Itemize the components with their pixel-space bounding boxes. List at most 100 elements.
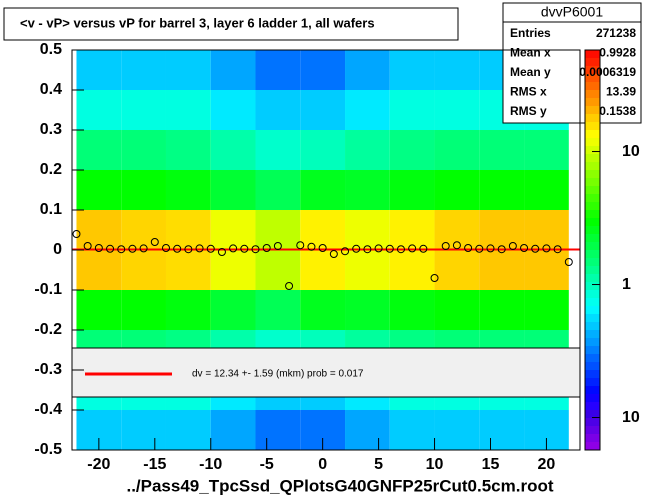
profile-point — [262, 244, 271, 252]
heat-cell — [434, 250, 480, 290]
palette-step — [585, 250, 600, 259]
palette-step — [585, 386, 600, 395]
heat-cell — [479, 130, 525, 170]
y-tick-label: -0.3 — [34, 361, 62, 378]
palette-step — [585, 434, 600, 443]
palette-step — [585, 298, 600, 307]
heat-cell — [300, 50, 346, 90]
x-tick-label: 0 — [318, 456, 327, 473]
heat-cell — [210, 250, 256, 290]
palette-step — [585, 258, 600, 267]
fit-legend-text: dv = 12.34 +- 1.59 (mkm) prob = 0.017 — [192, 369, 364, 380]
x-tick-label: -15 — [143, 456, 166, 473]
palette-step — [585, 146, 600, 155]
heat-cell — [300, 90, 346, 130]
palette-frame — [584, 49, 601, 451]
heat-cell — [389, 290, 435, 330]
chart-title: <v - vP> versus vP for barrel 3, layer 6… — [20, 15, 375, 30]
heat-cell — [165, 210, 211, 250]
profile-point — [150, 238, 159, 246]
y-tick-label: 0.4 — [40, 81, 62, 98]
heat-cell — [210, 130, 256, 170]
heat-cell — [255, 410, 301, 450]
profile-point — [117, 245, 126, 254]
x-tick-label: 10 — [426, 456, 444, 473]
palette-step — [585, 138, 600, 147]
palette-step — [585, 346, 600, 355]
heat-cell — [165, 290, 211, 330]
heat-cell — [479, 170, 525, 210]
heat-cell — [345, 250, 390, 290]
y-tick-label: 0.1 — [40, 201, 62, 218]
profile-point — [296, 241, 305, 250]
profile-point — [430, 274, 439, 282]
palette-step — [585, 106, 600, 115]
heat-cell — [389, 210, 435, 250]
heat-cell — [210, 410, 256, 450]
palette-step — [585, 90, 600, 99]
profile-point — [486, 244, 495, 253]
palette-step — [585, 306, 600, 315]
heat-cell — [524, 290, 569, 330]
palette-step — [585, 218, 600, 227]
heat-cell — [300, 130, 346, 170]
profile-point — [184, 245, 193, 254]
heat-cell — [389, 90, 435, 130]
x-tick-label: -10 — [199, 456, 222, 473]
heat-cell — [434, 170, 480, 210]
profile-point — [307, 242, 316, 251]
heat-cell — [345, 50, 390, 90]
palette-step — [585, 418, 600, 427]
heat-cell — [524, 210, 569, 250]
palette-step — [585, 378, 600, 387]
profile-point — [531, 244, 540, 253]
palette-step — [585, 370, 600, 379]
heat-cell — [255, 170, 301, 210]
profile-point — [273, 242, 282, 250]
z-tick-label: 1 — [622, 276, 631, 293]
heat-cell — [121, 170, 166, 210]
y-tick-label: 0.2 — [40, 161, 62, 178]
x-tick-label: 15 — [482, 456, 500, 473]
palette-step — [585, 274, 600, 283]
heat-cell — [165, 50, 211, 90]
heat-cell — [121, 130, 166, 170]
palette-step — [585, 202, 600, 211]
heat-cell — [255, 130, 301, 170]
palette-step — [585, 154, 600, 163]
profile-point — [251, 245, 260, 254]
heat-cell — [165, 90, 211, 130]
heat-cell — [345, 290, 390, 330]
stats-label: Mean x — [510, 46, 551, 60]
heat-cell — [300, 170, 346, 210]
heat-cell — [434, 210, 480, 250]
heat-cell — [389, 250, 435, 290]
profile-point — [408, 244, 417, 253]
y-tick-label: 0 — [53, 241, 62, 258]
heat-cell — [300, 250, 346, 290]
stats-value: 0.0006319 — [579, 65, 636, 79]
heat-cell — [434, 290, 480, 330]
palette-step — [585, 410, 600, 419]
stats-value: 271238 — [596, 26, 636, 40]
heat-cell — [121, 290, 166, 330]
palette-step — [585, 354, 600, 363]
palette-step — [585, 114, 600, 123]
stats-box — [502, 2, 642, 124]
heat-cell — [76, 130, 122, 170]
palette-step — [585, 170, 600, 179]
stats-value: 0.1538 — [599, 104, 636, 118]
palette-step — [585, 242, 600, 251]
palette-step — [585, 194, 600, 203]
y-tick-label: -0.2 — [34, 321, 62, 338]
heat-cell — [165, 410, 211, 450]
heat-cell — [76, 250, 122, 290]
palette-step — [585, 394, 600, 403]
profile-point — [396, 245, 405, 254]
palette-step — [585, 338, 600, 347]
heat-cell — [434, 410, 480, 450]
heat-cell — [479, 210, 525, 250]
x-axis-label: ../Pass49_TpcSsd_QPlotsG40GNFP25rCut0.5c… — [126, 476, 553, 495]
heat-cell — [345, 170, 390, 210]
